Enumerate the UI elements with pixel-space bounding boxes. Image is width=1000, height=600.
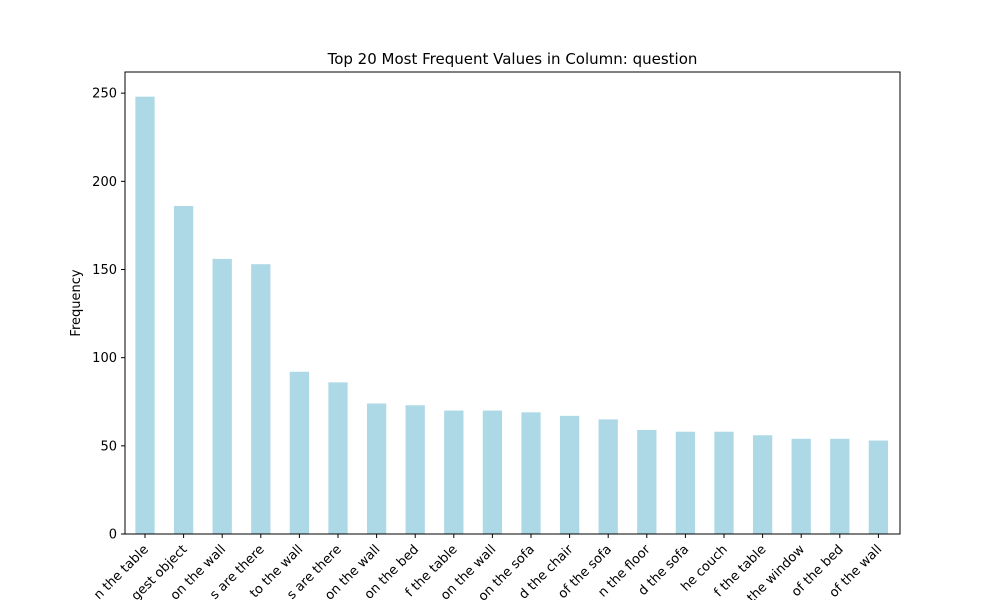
y-tick-label: 100 — [92, 351, 117, 366]
bar — [521, 412, 541, 534]
y-axis-label: Frequency — [69, 269, 84, 336]
chart-title: Top 20 Most Frequent Values in Column: q… — [327, 50, 698, 68]
bar — [289, 371, 310, 534]
y-tick-label: 250 — [92, 87, 117, 102]
y-axis-ticks: 0 50 100 150 200 250 — [92, 87, 125, 543]
plot-area-frame — [124, 71, 901, 535]
y-tick-label: 0 — [109, 528, 117, 543]
bar — [444, 410, 464, 534]
bar — [830, 438, 850, 534]
bar — [637, 429, 657, 534]
y-tick-label: 50 — [100, 439, 117, 454]
bar — [212, 258, 232, 534]
bar — [868, 440, 889, 534]
bar — [598, 419, 618, 534]
bar — [328, 382, 348, 534]
bars-group — [135, 96, 889, 535]
bar — [135, 96, 155, 535]
y-tick-label: 150 — [92, 263, 117, 278]
bar — [173, 206, 194, 535]
y-tick-label: 200 — [92, 175, 117, 190]
bar — [251, 264, 271, 534]
bar — [366, 403, 387, 534]
bar — [752, 435, 773, 534]
bar — [405, 405, 425, 534]
bar — [791, 438, 811, 534]
bar — [559, 415, 580, 534]
bar — [482, 410, 503, 534]
bar — [714, 431, 734, 534]
bar — [675, 431, 696, 534]
